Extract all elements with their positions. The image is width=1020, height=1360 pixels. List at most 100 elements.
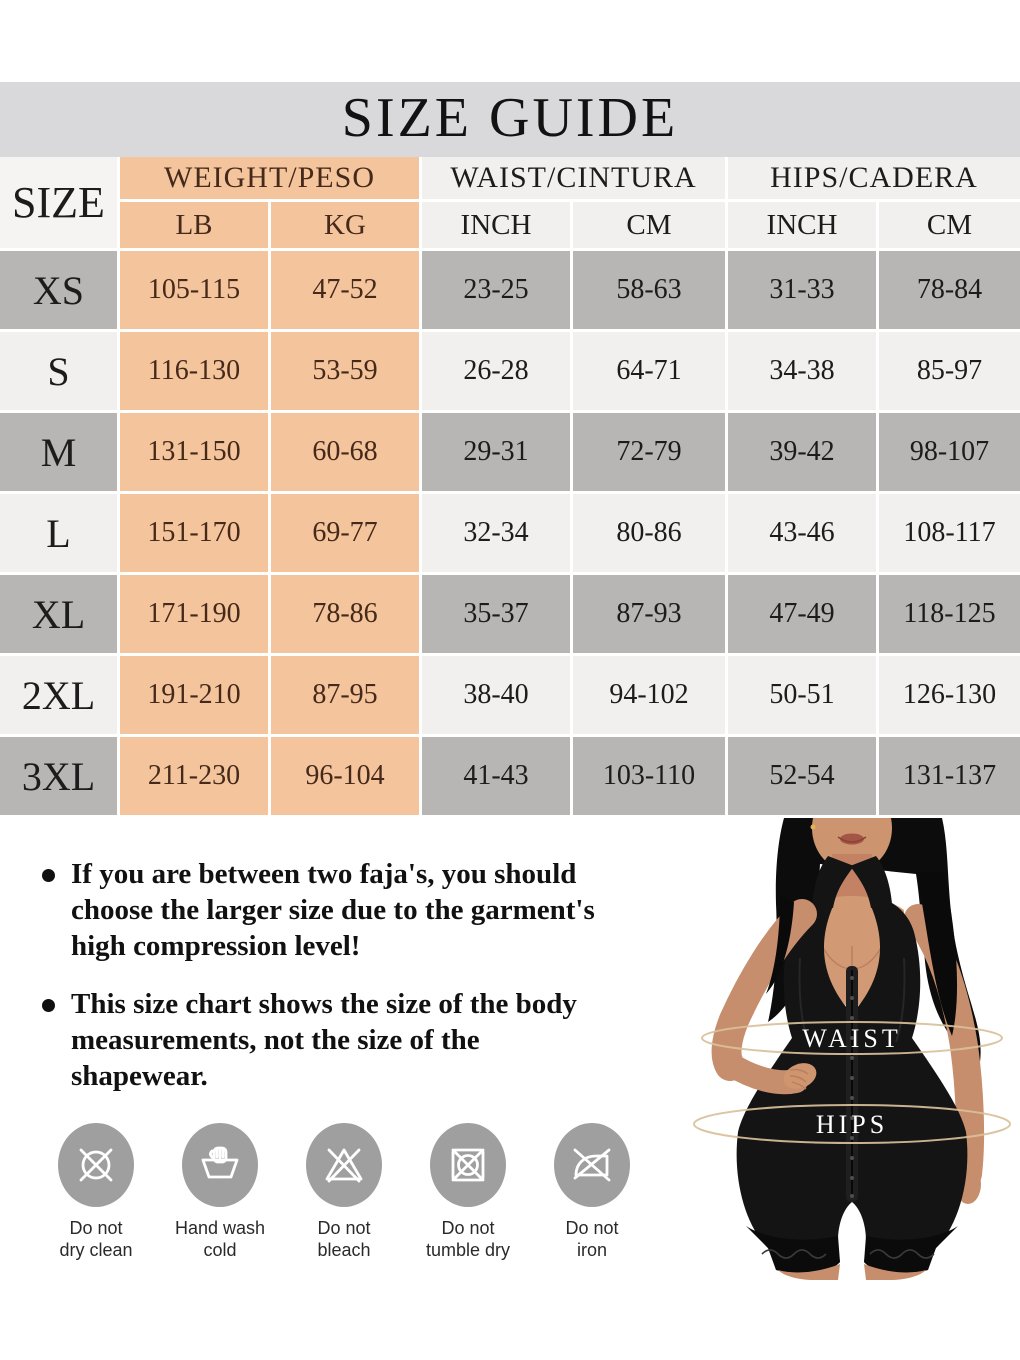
- column-header-waist-cm: CM: [573, 202, 725, 248]
- table-cell-lb: 105-115: [120, 251, 268, 329]
- table-cell-waist-inch: 32-34: [422, 494, 570, 572]
- column-header-hips-cm: CM: [879, 202, 1020, 248]
- table-cell-hips-inch: 52-54: [728, 737, 876, 815]
- do-not-iron-icon: [554, 1123, 630, 1207]
- table-cell-kg: 53-59: [271, 332, 419, 410]
- do-not-bleach-icon: [306, 1123, 382, 1207]
- shoulder-strap-right: [850, 856, 892, 908]
- table-cell-waist-cm: 87-93: [573, 575, 725, 653]
- column-group-waist: WAIST/CINTURA: [422, 157, 725, 199]
- table-cell-lb: 211-230: [120, 737, 268, 815]
- table-cell-waist-inch: 26-28: [422, 332, 570, 410]
- table-cell-waist-cm: 58-63: [573, 251, 725, 329]
- column-group-weight: WEIGHT/PESO: [120, 157, 419, 199]
- care-item-dry-clean: Do not dry clean: [34, 1122, 158, 1261]
- table-cell-waist-cm: 72-79: [573, 413, 725, 491]
- table-cell-size: 3XL: [0, 737, 117, 815]
- table-cell-hips-inch: 39-42: [728, 413, 876, 491]
- table-cell-kg: 60-68: [271, 413, 419, 491]
- shoulder-strap-left: [812, 856, 854, 908]
- table-cell-hips-cm: 85-97: [879, 332, 1020, 410]
- bullet-dot: [42, 999, 55, 1012]
- table-cell-lb: 131-150: [120, 413, 268, 491]
- table-cell-waist-inch: 29-31: [422, 413, 570, 491]
- care-label: Do not iron: [565, 1218, 619, 1260]
- table-cell-lb: 191-210: [120, 656, 268, 734]
- table-cell-size: M: [0, 413, 117, 491]
- table-cell-waist-cm: 94-102: [573, 656, 725, 734]
- title-band: SIZE GUIDE: [0, 82, 1020, 157]
- table-cell-waist-inch: 38-40: [422, 656, 570, 734]
- column-header-size: SIZE: [0, 157, 117, 248]
- hair-strand-right: [916, 872, 958, 1036]
- hips-measure-line: [693, 1104, 1011, 1144]
- table-cell-waist-inch: 35-37: [422, 575, 570, 653]
- care-item-bleach: Do not bleach: [282, 1122, 406, 1261]
- column-header-lb: LB: [120, 202, 268, 248]
- care-item-hand-wash: Hand wash cold: [158, 1122, 282, 1261]
- table-cell-kg: 78-86: [271, 575, 419, 653]
- table-cell-size: XS: [0, 251, 117, 329]
- care-instructions: Do not dry clean Hand wash cold: [34, 1122, 654, 1261]
- table-cell-hips-cm: 78-84: [879, 251, 1020, 329]
- finger-lines: [789, 1068, 809, 1090]
- care-item-tumble-dry: Do not tumble dry: [406, 1122, 530, 1261]
- table-cell-kg: 47-52: [271, 251, 419, 329]
- sizing-notes: If you are between two faja's, you shoul…: [42, 856, 732, 1116]
- table-cell-hips-inch: 50-51: [728, 656, 876, 734]
- note-body-measurements: This size chart shows the size of the bo…: [42, 986, 732, 1094]
- lace-detail: [761, 1249, 935, 1259]
- hair-strand-left: [766, 896, 794, 994]
- note-between-sizes: If you are between two faja's, you shoul…: [42, 856, 732, 964]
- table-cell-waist-inch: 23-25: [422, 251, 570, 329]
- earring: [810, 824, 816, 830]
- table-cell-waist-cm: 64-71: [573, 332, 725, 410]
- table-cell-size: L: [0, 494, 117, 572]
- suit-shading: [798, 957, 906, 1043]
- column-group-hips: HIPS/CADERA: [728, 157, 1020, 199]
- table-cell-hips-inch: 31-33: [728, 251, 876, 329]
- hand-wash-cold-icon: [182, 1123, 258, 1207]
- table-cell-hips-cm: 131-137: [879, 737, 1020, 815]
- table-cell-lb: 151-170: [120, 494, 268, 572]
- lace-hem-left: [746, 1226, 840, 1274]
- table-cell-size: XL: [0, 575, 117, 653]
- care-label: Do not bleach: [317, 1218, 371, 1260]
- table-cell-hips-inch: 34-38: [728, 332, 876, 410]
- column-header-hips-inch: INCH: [728, 202, 876, 248]
- size-table: SIZE WEIGHT/PESO WAIST/CINTURA HIPS/CADE…: [0, 157, 1020, 815]
- do-not-dry-clean-icon: [58, 1123, 134, 1207]
- waist-label: WAIST: [802, 1024, 901, 1053]
- shapewear-model-image: WAIST HIPS: [693, 818, 1011, 1280]
- bullet-dot: [42, 869, 55, 882]
- table-cell-hips-cm: 126-130: [879, 656, 1020, 734]
- table-cell-hips-cm: 98-107: [879, 413, 1020, 491]
- table-cell-size: 2XL: [0, 656, 117, 734]
- right-thigh: [864, 1264, 926, 1280]
- page-title: SIZE GUIDE: [341, 87, 679, 149]
- closure-hooks: [850, 976, 854, 1198]
- table-cell-hips-cm: 118-125: [879, 575, 1020, 653]
- column-header-kg: KG: [271, 202, 419, 248]
- care-label: Do not dry clean: [59, 1218, 133, 1260]
- table-cell-hips-cm: 108-117: [879, 494, 1020, 572]
- table-cell-kg: 96-104: [271, 737, 419, 815]
- table-cell-hips-inch: 43-46: [728, 494, 876, 572]
- table-cell-hips-inch: 47-49: [728, 575, 876, 653]
- smile-line: [837, 836, 867, 843]
- left-thigh: [778, 1264, 840, 1280]
- waist-measure-line: [701, 1021, 1003, 1055]
- table-cell-kg: 69-77: [271, 494, 419, 572]
- care-label: Hand wash cold: [174, 1218, 266, 1260]
- note-text: This size chart shows the size of the bo…: [71, 988, 577, 1092]
- lips: [840, 833, 864, 845]
- hips-label: HIPS: [816, 1110, 888, 1139]
- do-not-tumble-dry-icon: [430, 1123, 506, 1207]
- table-cell-kg: 87-95: [271, 656, 419, 734]
- table-cell-lb: 171-190: [120, 575, 268, 653]
- table-cell-lb: 116-130: [120, 332, 268, 410]
- care-item-iron: Do not iron: [530, 1122, 654, 1261]
- table-cell-waist-cm: 103-110: [573, 737, 725, 815]
- note-text: If you are between two faja's, you shoul…: [71, 858, 595, 962]
